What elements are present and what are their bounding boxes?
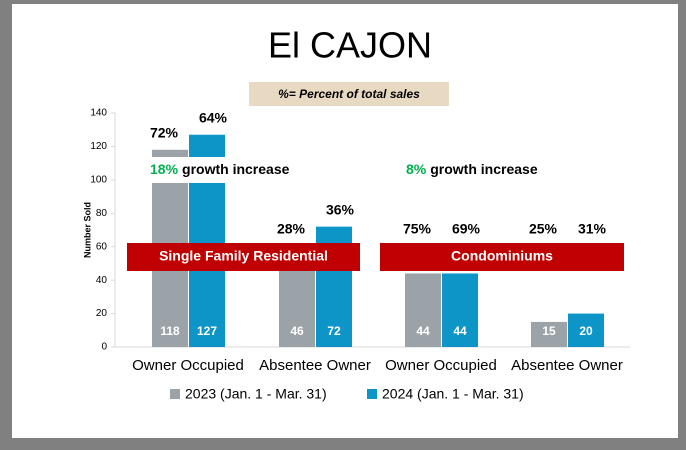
growth-background bbox=[145, 157, 305, 183]
x-tick-label: Absentee Owner bbox=[511, 357, 623, 374]
bar-value-label: 15 bbox=[542, 324, 556, 338]
growth-annotation: 18% growth increase bbox=[150, 161, 290, 177]
percent-label: 31% bbox=[578, 221, 607, 237]
legend-swatch bbox=[367, 389, 377, 399]
segment-band bbox=[127, 243, 360, 271]
x-tick-label: Absentee Owner bbox=[259, 357, 371, 374]
percent-label: 64% bbox=[199, 109, 228, 125]
x-tick-label: Owner Occupied bbox=[132, 357, 244, 374]
y-tick-label: 80 bbox=[96, 208, 108, 219]
growth-annotation: 8% growth increase bbox=[406, 161, 538, 177]
percent-label: 75% bbox=[403, 221, 432, 237]
y-tick-label: 60 bbox=[96, 241, 108, 252]
segment-label: Single Family Residential bbox=[159, 248, 328, 264]
subtitle-box bbox=[249, 82, 449, 106]
bar-value-label: 127 bbox=[197, 324, 217, 338]
bar-value-label: 46 bbox=[290, 324, 304, 338]
y-tick-label: 140 bbox=[90, 108, 107, 119]
bar bbox=[405, 273, 441, 347]
bar bbox=[531, 321, 567, 347]
growth-text: growth increase bbox=[430, 161, 538, 177]
growth-percent: 8% bbox=[406, 161, 427, 177]
y-tick-label: 120 bbox=[90, 141, 107, 152]
growth-percent: 18% bbox=[150, 161, 179, 177]
growth-text: growth increase bbox=[182, 161, 290, 177]
percent-label: 72% bbox=[150, 124, 179, 140]
y-tick-label: 100 bbox=[90, 174, 107, 185]
legend-swatch bbox=[170, 389, 180, 399]
subtitle: %= Percent of total sales bbox=[278, 87, 420, 101]
chart-title: El CAJON bbox=[268, 25, 432, 66]
bar bbox=[568, 313, 604, 347]
x-tick-label: Owner Occupied bbox=[385, 357, 497, 374]
percent-label: 69% bbox=[452, 221, 481, 237]
y-tick-label: 40 bbox=[96, 275, 108, 286]
legend-label: 2024 (Jan. 1 - Mar. 31) bbox=[382, 386, 524, 402]
bar-value-label: 44 bbox=[453, 324, 467, 338]
percent-label: 25% bbox=[529, 221, 558, 237]
legend-label: 2023 (Jan. 1 - Mar. 31) bbox=[185, 386, 327, 402]
bar-value-label: 72 bbox=[327, 324, 341, 338]
y-tick-label: 0 bbox=[101, 342, 107, 353]
bar-value-label: 44 bbox=[416, 324, 430, 338]
segment-label: Condominiums bbox=[451, 248, 553, 264]
bar bbox=[442, 273, 478, 347]
bar bbox=[279, 270, 315, 347]
percent-label: 28% bbox=[277, 221, 306, 237]
bar-value-label: 118 bbox=[160, 324, 180, 338]
y-axis-label: Number Sold bbox=[82, 202, 92, 258]
y-tick-label: 20 bbox=[96, 308, 108, 319]
slide-background bbox=[12, 4, 678, 438]
segment-band bbox=[380, 243, 624, 271]
bar-value-label: 20 bbox=[579, 324, 593, 338]
percent-label: 36% bbox=[326, 201, 355, 217]
